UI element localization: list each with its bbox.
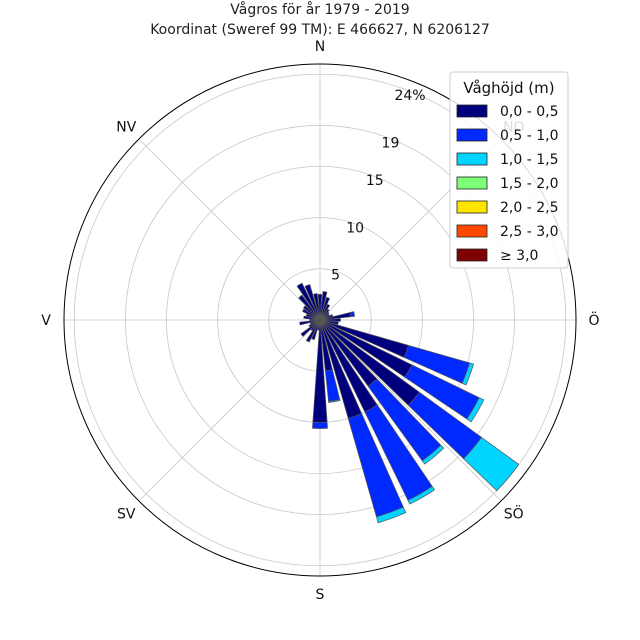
radial-tick-labels: 5 10 15 19 24% [331, 88, 425, 284]
sector-80-bin-1 [349, 311, 356, 318]
legend-swatch-3 [456, 176, 488, 190]
legend-label-5: 2,5 - 3,0 [500, 224, 558, 240]
outer-ring [63, 63, 577, 577]
wave-sectors [296, 282, 520, 524]
sector-140-bin-2 [421, 444, 445, 465]
direction-label-6: Ö [588, 311, 599, 329]
legend-label-0: 0,0 - 0,5 [500, 104, 558, 120]
sector-90-bin-0 [319, 318, 341, 322]
sector-180-bin-1 [312, 421, 328, 429]
sector-130-bin-2 [463, 436, 520, 492]
sector-260-bin-0 [299, 319, 321, 326]
direction-label-3: SV [117, 507, 136, 523]
legend-box [449, 71, 569, 269]
legend-label-4: 2,0 - 2,5 [500, 200, 558, 216]
sector-0-bin-0 [317, 294, 323, 321]
radial-tick-label: 5 [331, 268, 340, 284]
sector-210-bin-0 [305, 319, 321, 343]
grid-spoke [138, 319, 321, 502]
legend-swatch-0 [456, 104, 488, 118]
sector-160-bin-2 [376, 506, 407, 524]
sector-70-bin-0 [319, 314, 334, 321]
legend-swatch-1 [456, 128, 488, 142]
legend-swatch-6 [456, 248, 488, 262]
sector-330-bin-0 [296, 282, 321, 321]
grid-spoke [319, 319, 502, 502]
legend-swatch-4 [456, 200, 488, 214]
direction-label-0: N [315, 39, 325, 55]
sector-270-bin-0 [309, 318, 321, 322]
sector-300-bin-0 [302, 308, 321, 321]
sector-120-bin-2 [466, 397, 485, 423]
sector-340-bin-0 [304, 284, 321, 321]
radial-tick-label: 19 [382, 135, 400, 151]
radial-tick-label: 15 [366, 173, 384, 189]
polar-grid [63, 63, 577, 577]
legend: Våghöjd (m) 0,0 - 0,5 0,5 - 1,0 1,0 - 1,5 1,… [449, 71, 569, 269]
chart-subtitle: Koordinat (Sweref 99 TM): E 466627, N 62… [150, 22, 490, 38]
sector-320-bin-0 [298, 294, 321, 321]
direction-label-5: SÖ [504, 505, 524, 523]
legend-label-2: 1,0 - 1,5 [500, 152, 558, 168]
legend-title: Våghöjd (m) [463, 79, 554, 97]
radial-tick-label: 10 [346, 220, 364, 236]
sector-150-bin-2 [407, 485, 436, 505]
legend-label-3: 1,5 - 2,0 [500, 176, 558, 192]
sector-350-bin-0 [313, 293, 321, 321]
grid-spoke [138, 138, 321, 321]
legend-label-6: ≥ 3,0 [500, 248, 538, 264]
sector-240-bin-0 [308, 319, 321, 328]
legend-label-1: 0,5 - 1,0 [500, 128, 558, 144]
sector-170-bin-2 [328, 399, 341, 403]
sector-60-bin-0 [319, 313, 330, 321]
direction-label-4: S [316, 587, 325, 603]
direction-label-1: NV [116, 119, 136, 135]
sector-250-bin-0 [309, 319, 321, 325]
chart-title: Vågros för år 1979 - 2019 [230, 1, 409, 18]
sector-110-bin-2 [461, 362, 474, 386]
radial-tick-label: 24% [394, 88, 425, 104]
sector-230-bin-0 [300, 319, 321, 337]
sector-310-bin-0 [302, 305, 321, 321]
legend-swatch-5 [456, 224, 488, 238]
legend-swatch-2 [456, 152, 488, 166]
direction-label-2: V [41, 313, 51, 329]
